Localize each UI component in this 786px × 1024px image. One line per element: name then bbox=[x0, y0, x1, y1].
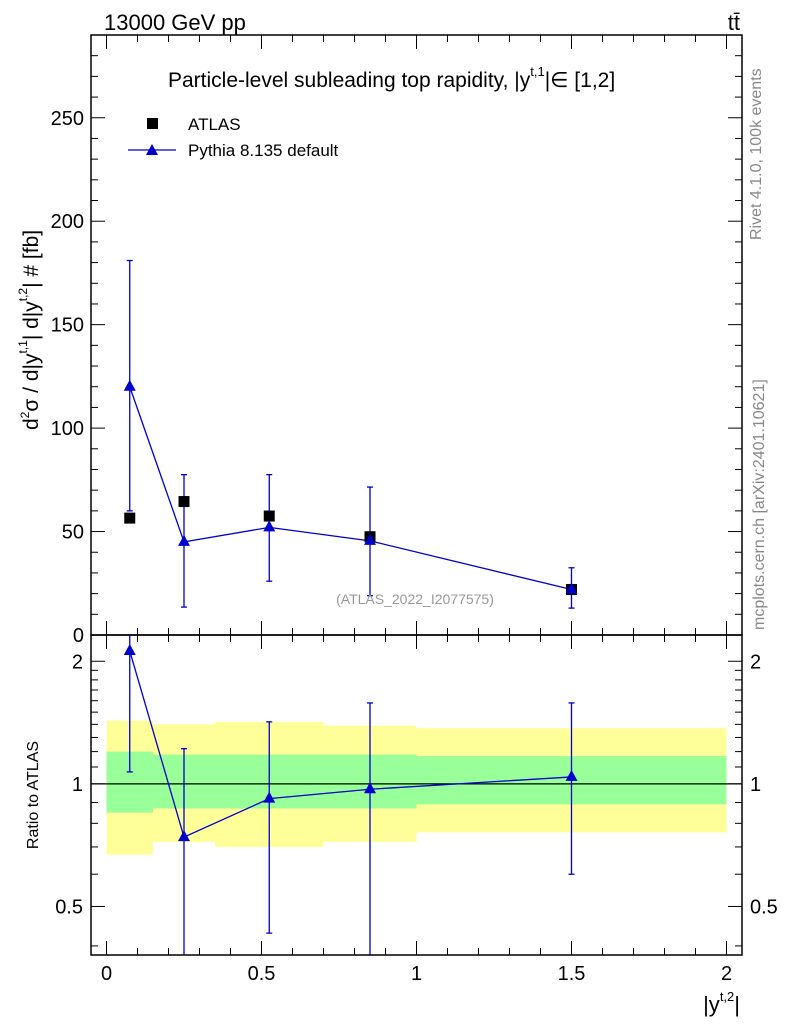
atlas-point bbox=[178, 496, 190, 508]
main-ytick-label: 0 bbox=[73, 625, 84, 647]
ratio-pythia-point bbox=[565, 769, 578, 781]
legend: ATLAS Pythia 8.135 default bbox=[128, 115, 339, 160]
ratio-pythia-point bbox=[263, 791, 276, 803]
pythia-point bbox=[364, 533, 376, 545]
ratio-ytick-label-right: 2 bbox=[750, 651, 761, 673]
legend-label-atlas: ATLAS bbox=[188, 115, 241, 134]
main-ytick-label: 250 bbox=[51, 108, 84, 130]
ratio-ytick-label-left: 2 bbox=[72, 651, 83, 673]
ratio-pythia-point bbox=[178, 830, 190, 842]
process-label: tt̄ bbox=[728, 10, 740, 35]
x-tick-label: 2 bbox=[721, 963, 732, 985]
pythia-point bbox=[178, 534, 190, 546]
rivet-label: Rivet 4.1.0, 100k events bbox=[748, 68, 765, 240]
main-plot-area bbox=[123, 259, 578, 609]
x-tick-label: 1 bbox=[411, 963, 422, 985]
main-ytick-label: 50 bbox=[62, 522, 84, 544]
atlas-point bbox=[124, 512, 136, 524]
energy-label: 13000 GeV pp bbox=[104, 10, 246, 35]
legend-marker-triangle-icon bbox=[146, 144, 158, 155]
legend-item-pythia: Pythia 8.135 default bbox=[128, 141, 339, 160]
analysis-label: (ATLAS_2022_I2077575) bbox=[336, 591, 494, 607]
main-ylabel: d2σ / d|yt,1| d|yt,2| # [fb] bbox=[16, 230, 43, 430]
main-panel: 0 50 100 150 200 250 Particle-level subleadin… bbox=[16, 34, 743, 647]
ratio-ytick-label-right: 0.5 bbox=[750, 896, 778, 918]
source-label: mcplots.cern.ch [arXiv:2401.10621] bbox=[751, 379, 768, 630]
main-ytick-label: 100 bbox=[51, 418, 84, 440]
x-tick-label: 1.5 bbox=[558, 963, 586, 985]
legend-label-pythia: Pythia 8.135 default bbox=[188, 141, 339, 160]
main-title: Particle-level subleading top rapidity, … bbox=[168, 64, 615, 92]
ratio-pythia-point bbox=[364, 782, 376, 794]
ratio-ylabel: Ratio to ATLAS bbox=[25, 741, 42, 849]
main-axes: 0 50 100 150 200 250 bbox=[51, 35, 742, 647]
x-tick-label: 0.5 bbox=[248, 963, 276, 985]
ratio-panel: 0.5 0.5 1 1 2 2 0 0.5 1 1.5 2 Ratio to ATLAS |yt,2… bbox=[25, 634, 778, 1017]
ratio-plot-area bbox=[91, 635, 742, 955]
main-ytick-label: 150 bbox=[51, 315, 84, 337]
ratio-axes: 0.5 0.5 1 1 2 2 0 0.5 1 1.5 2 bbox=[55, 635, 778, 985]
pythia-point bbox=[565, 582, 578, 594]
legend-marker-square-icon bbox=[147, 118, 158, 129]
ratio-ytick-label-left: 1 bbox=[72, 774, 83, 796]
pythia-point bbox=[123, 379, 136, 391]
pythia-line bbox=[129, 386, 572, 591]
main-ytick-label: 200 bbox=[51, 211, 84, 233]
pythia-point bbox=[263, 520, 276, 532]
x-axis-label: |yt,2| bbox=[703, 989, 740, 1017]
legend-item-atlas: ATLAS bbox=[147, 115, 241, 134]
ratio-ytick-label-left: 0.5 bbox=[55, 896, 83, 918]
x-tick-label: 0 bbox=[101, 963, 112, 985]
ratio-pythia-point bbox=[123, 643, 136, 655]
atlas-point bbox=[263, 510, 275, 522]
ratio-ytick-label-right: 1 bbox=[750, 774, 761, 796]
